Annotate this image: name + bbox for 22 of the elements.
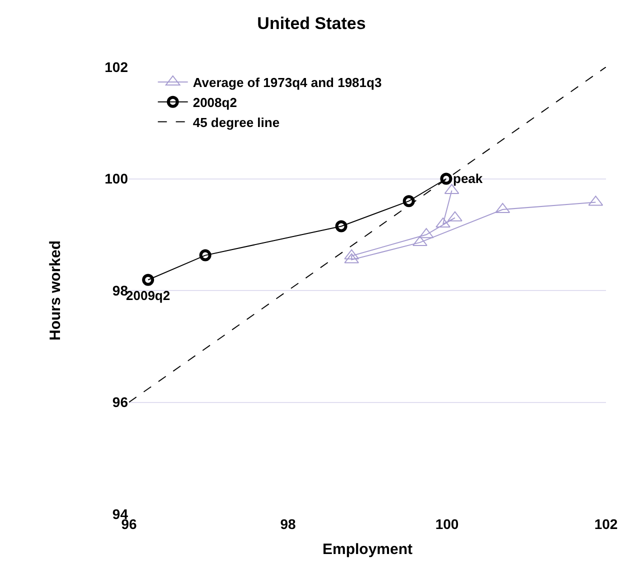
annotation: 2009q2 <box>126 288 170 303</box>
point <box>440 172 452 185</box>
legend-label: 45 degree line <box>192 114 280 130</box>
y-tick-label: 100 <box>104 170 128 187</box>
y-tick-label: 96 <box>112 394 128 410</box>
x-tick-label: 98 <box>280 516 296 532</box>
legend-label: 2008q2 <box>192 94 237 110</box>
point <box>335 220 348 232</box>
point <box>199 249 212 262</box>
x-tick-label: 100 <box>435 516 459 532</box>
point <box>436 218 450 228</box>
chart-title: United States <box>257 14 366 33</box>
point <box>142 274 154 286</box>
legend-label: Average of 1973q4 and 1981q3 <box>192 75 382 90</box>
y-axis-title: Hours worked <box>46 240 64 341</box>
point <box>448 211 462 222</box>
x-tick-label: 102 <box>594 516 618 532</box>
point <box>412 236 428 246</box>
annotation: peak <box>453 171 484 186</box>
y-tick-label: 102 <box>104 58 128 75</box>
point <box>402 195 415 208</box>
x-axis-title: Employment <box>322 541 413 558</box>
